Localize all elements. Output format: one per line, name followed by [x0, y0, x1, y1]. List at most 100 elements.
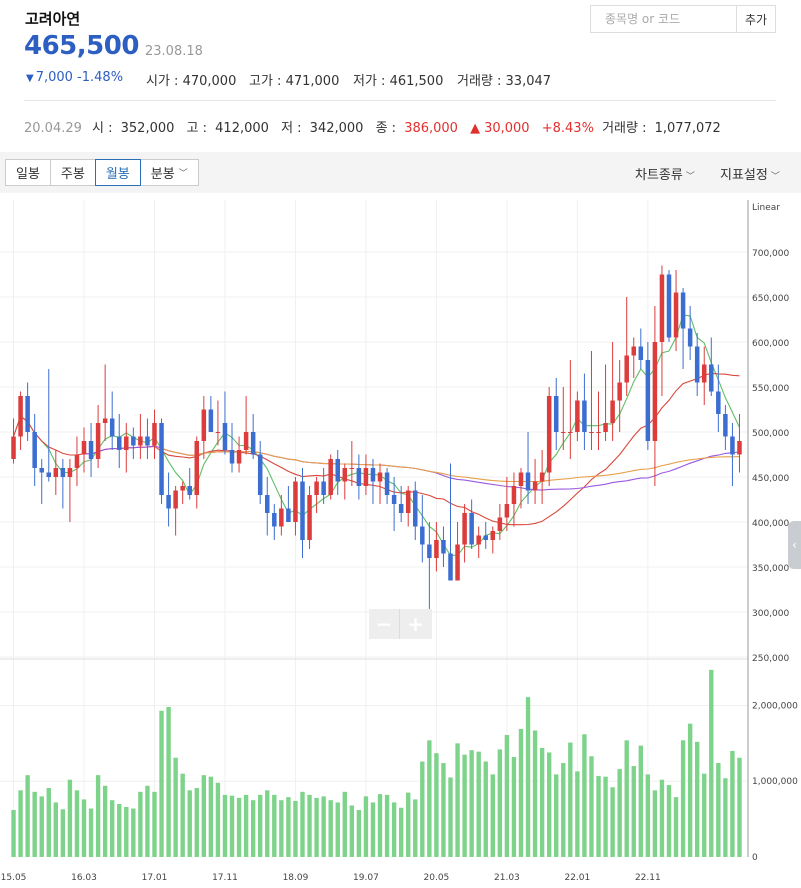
quote-date: 23.08.18	[145, 44, 203, 59]
price-chart[interactable]: Linear 700,000 650,000 600,000 550,000 500,00…	[0, 200, 801, 888]
candle-body	[39, 468, 44, 473]
volume-bar	[398, 807, 404, 857]
volume-bar	[215, 782, 221, 857]
candle-body	[272, 513, 277, 527]
volume-bar	[307, 794, 312, 857]
tab-monthly[interactable]: 월봉	[94, 159, 141, 186]
divider	[24, 100, 776, 101]
volume-bar	[737, 757, 742, 857]
volume-bar	[420, 761, 425, 857]
tab-daily[interactable]: 일봉	[5, 159, 51, 186]
up-arrow-icon: ▲	[470, 121, 481, 136]
volume-bar	[448, 777, 453, 857]
indicator-menu[interactable]: 지표설정 ﹀	[720, 164, 780, 183]
volume-bar	[652, 790, 658, 857]
search-input[interactable]	[591, 6, 736, 32]
candle-body	[546, 396, 552, 473]
search-box: 추가	[590, 5, 776, 33]
side-panel-toggle[interactable]: ‹	[788, 521, 801, 569]
volume-bar	[152, 791, 157, 857]
candle-body	[222, 423, 228, 450]
volume-bar	[236, 797, 242, 857]
volume-bar	[342, 791, 347, 857]
volume-bar	[638, 745, 643, 857]
candle-body	[694, 346, 700, 383]
candle-body	[201, 409, 207, 441]
price-tick-label: 650,000	[752, 294, 789, 304]
candle-body	[582, 400, 587, 432]
tab-minute[interactable]: 분봉 ﹀	[139, 159, 199, 186]
candle-body	[25, 396, 30, 432]
candle-body	[11, 436, 16, 459]
volume-bar	[596, 775, 601, 857]
volume-bar	[60, 809, 66, 857]
ma20-line	[12, 372, 740, 526]
candle-body	[561, 432, 566, 433]
volume-bar	[561, 763, 566, 857]
chart-type-menu[interactable]: 차트종류 ﹀	[635, 164, 695, 183]
volume-bar	[124, 806, 129, 857]
hovered-date: 20.04.29	[24, 121, 82, 136]
zoom-in-button[interactable]: +	[407, 612, 424, 636]
candle-body	[363, 468, 369, 486]
volume-bar	[81, 799, 87, 857]
volume-bar	[723, 778, 728, 857]
volume-bar	[39, 796, 44, 857]
volume-bar	[32, 791, 37, 857]
scale-label: Linear	[752, 203, 780, 213]
chevron-down-icon: ﹀	[770, 172, 780, 182]
volume-bar	[243, 794, 249, 857]
volume-bar	[413, 799, 418, 857]
candle-body	[539, 472, 545, 482]
volume-bar	[441, 763, 446, 857]
current-price: 465,500	[24, 31, 139, 61]
price-change-value: 7,000 -1.48%	[35, 70, 124, 85]
candle-body	[159, 423, 164, 495]
hovered-candle-info: 20.04.29 시 : 352,000 고 : 412,000 저 : 342…	[24, 117, 729, 136]
volume-bar	[518, 728, 524, 857]
x-tick-label: 17.01	[142, 873, 168, 883]
candle-body	[74, 454, 80, 468]
candle-body	[659, 274, 665, 342]
volume-bar	[673, 797, 679, 857]
candle-body	[18, 396, 23, 437]
candle-body	[187, 486, 192, 495]
stat-open-value: 470,000	[182, 74, 237, 89]
candle-body	[434, 540, 439, 558]
candle-body	[46, 472, 52, 477]
candle-body	[645, 360, 651, 441]
volume-bar	[321, 796, 326, 857]
candle-body	[264, 495, 270, 513]
volume-bar	[511, 756, 517, 857]
candle-body	[102, 418, 108, 423]
price-tick-label: 250,000	[752, 654, 789, 664]
candle-body	[314, 481, 319, 495]
volume-bar	[504, 735, 510, 857]
candle-body	[152, 423, 157, 446]
stat-low-label: 저가 :	[353, 74, 390, 89]
x-tick-label: 18.09	[283, 873, 309, 883]
candle-body	[398, 504, 404, 513]
chart-type-label: 차트종류	[635, 168, 683, 183]
candle-body	[730, 436, 735, 455]
candle-body	[405, 490, 411, 513]
chart-area[interactable]: Linear 700,000 650,000 600,000 550,000 500,00…	[0, 200, 801, 888]
volume-bar	[490, 774, 495, 857]
volume-bar	[314, 797, 319, 857]
stat-volume-label: 거래량 :	[457, 74, 506, 89]
candle-body	[349, 468, 355, 469]
candle-body	[138, 436, 143, 446]
volume-tick-label: 2,000,000	[752, 701, 798, 711]
volume-bar	[370, 802, 376, 857]
volume-bar	[229, 795, 235, 857]
volume-bar	[384, 794, 390, 857]
candle-body	[279, 508, 284, 527]
candle-body	[455, 544, 460, 581]
tab-weekly[interactable]: 주봉	[49, 159, 96, 186]
volume-bar	[201, 775, 207, 857]
volume-bar	[95, 775, 101, 857]
zoom-out-button[interactable]: −	[369, 609, 400, 639]
volume-bar	[286, 797, 291, 857]
add-button[interactable]: 추가	[736, 6, 775, 32]
x-tick-label: 17.11	[212, 873, 238, 883]
